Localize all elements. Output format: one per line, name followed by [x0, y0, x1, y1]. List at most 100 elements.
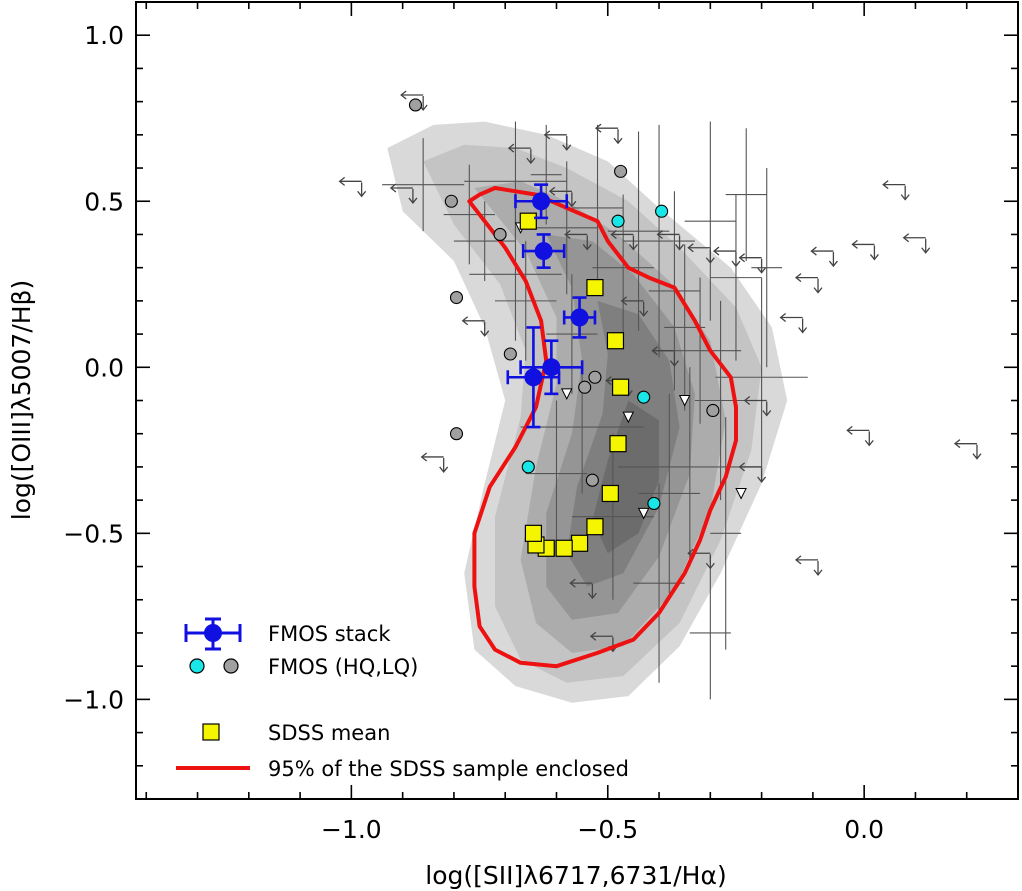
limit-left-head [794, 555, 802, 565]
limit-down-head [567, 200, 577, 208]
upper-limit-arrow-5 [594, 123, 623, 145]
fmos-stack-point-0 [514, 183, 569, 220]
fmos-lq-point-8 [578, 380, 592, 394]
fmos-errorbar-28 [689, 566, 731, 700]
upper-limit-arrow-1 [338, 176, 367, 198]
upper-limit-arrow-3 [507, 143, 536, 165]
limit-left-head [564, 229, 571, 239]
limit-left-head [420, 452, 428, 462]
fmos-errorbar-4 [494, 241, 557, 361]
upper-limit-arrow-23 [743, 395, 772, 417]
fmos-lq-point-9 [585, 473, 599, 487]
stack-marker [542, 358, 561, 377]
fmos-lq-point-4 [503, 347, 517, 361]
fmos-lq-point-6 [614, 164, 628, 178]
fmos-lq-point-10 [706, 403, 720, 418]
upper-limit-arrow-16 [851, 239, 879, 261]
limit-down-head [972, 453, 982, 460]
x-axis-title: log([SII]λ6717,6731/Hα) [425, 861, 726, 890]
fmos-stack-point-3 [519, 339, 584, 396]
sdss-mean-point-6 [586, 518, 604, 536]
upper-limit-arrow-18 [461, 316, 490, 337]
limit-down-head [921, 247, 931, 254]
y-tick-label: 0.0 [84, 353, 124, 382]
limit-left-head [548, 186, 556, 196]
fmos-errorbar-29 [464, 121, 567, 242]
upper-limit-arrow-21 [779, 312, 808, 334]
limit-left-head [338, 176, 346, 186]
limit-left-head [794, 273, 802, 283]
fmos-errorbar-19 [725, 128, 767, 262]
upper-limit-triangle-3 [735, 487, 747, 500]
limit-left-head [507, 143, 515, 153]
limit-left-head [651, 346, 658, 356]
limit-down-head [757, 267, 767, 274]
limit-down-head [731, 260, 741, 268]
upper-limit-triangle-4 [560, 388, 573, 400]
limit-down-head [705, 257, 715, 264]
sdss-mean-point-11 [524, 524, 543, 542]
limit-down-head [480, 330, 490, 337]
fmos-hq-point-3 [647, 496, 661, 510]
y-tick-label: −0.5 [63, 519, 124, 548]
fmos-errorbar-18 [710, 194, 762, 361]
limit-left-head [738, 253, 746, 263]
sdss-mean-point-8 [555, 539, 573, 557]
upper-limit-arrow-7 [564, 229, 592, 251]
fmos-hq-point-2 [637, 390, 651, 404]
fmos-errorbar-8 [571, 124, 624, 291]
legend-swatch-stack [184, 617, 242, 651]
limit-left-head [605, 376, 612, 386]
upper-limit-arrow-4 [543, 130, 572, 151]
fmos-stack-point-1 [521, 233, 566, 269]
limit-down-head [639, 310, 649, 317]
fmos-errorbar-15 [684, 121, 736, 321]
fmos-errorbar-21 [751, 168, 783, 368]
axes-ticks: −1.0 −0.5 0.0 1.0 0.5 0.0 −0.5 −1.0 [63, 1, 1019, 844]
limit-down-head [762, 410, 772, 417]
fmos-hq-point-0 [611, 214, 625, 228]
upper-limit-arrow-26 [953, 439, 982, 460]
limit-down-head [669, 360, 679, 367]
limit-left-head [569, 578, 576, 588]
upper-limit-arrow-8 [610, 229, 638, 251]
limit-down-head [813, 569, 823, 576]
upper-limit-arrow-9 [656, 229, 685, 251]
limit-left-head [620, 296, 628, 306]
sdss-mean-point-4 [609, 435, 627, 453]
limit-left-head [589, 631, 597, 641]
y-tick-label: 1.0 [84, 21, 124, 50]
fmos-lq-point-7 [588, 370, 602, 384]
upper-limit-triangle-2 [622, 411, 635, 424]
fmos-stack-points [506, 183, 597, 429]
limit-down-head [900, 194, 910, 201]
limit-down-head [582, 244, 592, 251]
limit-left-head [594, 123, 602, 133]
limit-down-head [526, 157, 536, 165]
upper-limit-arrow-20 [651, 346, 679, 367]
fmos-lq-point-2 [493, 227, 507, 242]
limit-left-head [543, 130, 551, 140]
upper-limit-arrow-17 [882, 180, 910, 201]
limit-down-head [813, 287, 823, 294]
fmos-upper-limits [338, 90, 982, 653]
limit-left-head [687, 243, 694, 253]
limit-left-head [743, 395, 751, 406]
limit-left-head [851, 239, 858, 249]
x-tick-label: 0.0 [844, 815, 884, 844]
limit-left-head [461, 316, 469, 326]
stack-marker [570, 308, 589, 327]
limit-left-head [389, 183, 397, 193]
fmos-errorbar-6 [535, 161, 598, 295]
limit-left-head [902, 233, 910, 243]
upper-limit-arrow-2 [389, 183, 418, 205]
limit-down-head [613, 137, 623, 145]
limit-left-head [953, 439, 961, 449]
legend-label-contour: 95% of the SDSS sample enclosed [268, 757, 629, 781]
fmos-errorbar-24 [525, 400, 588, 547]
upper-limit-arrow-31 [420, 452, 449, 473]
upper-limit-arrow-10 [687, 243, 715, 264]
fmos-stack-point-4 [506, 326, 561, 429]
limit-left-head [846, 425, 853, 435]
sdss-mean-point-1 [586, 278, 604, 297]
